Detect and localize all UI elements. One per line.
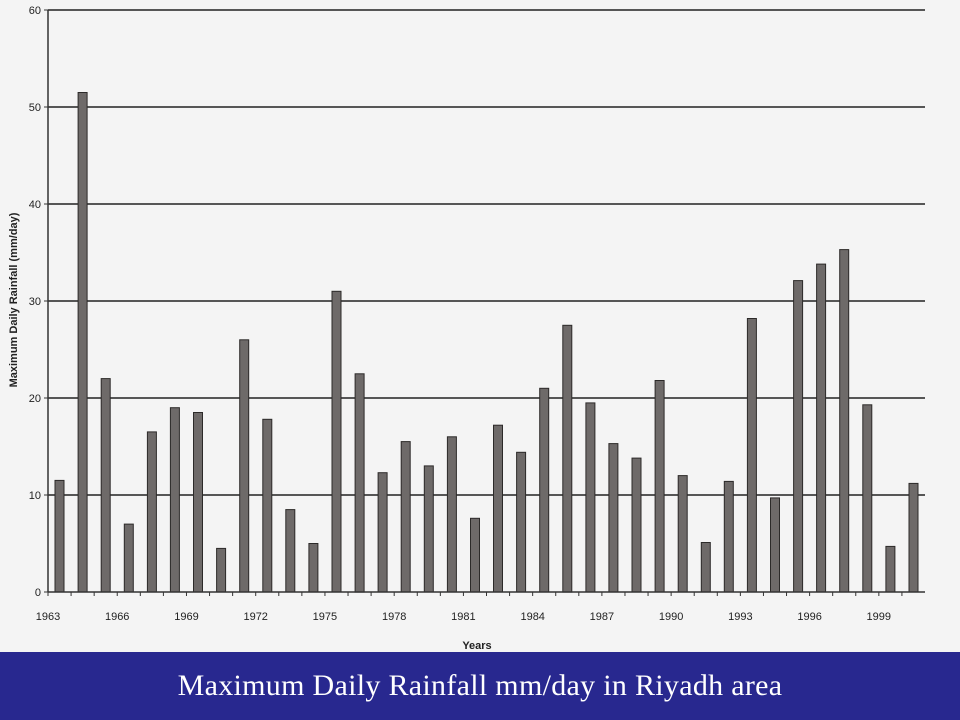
y-tick-label: 30: [29, 296, 41, 308]
y-tick-label: 60: [29, 5, 41, 17]
chart-area: 0 10 20 30 40 50 60 1963 1966 1969 1972 1975 1978 19…: [0, 0, 960, 652]
bar-1991: [700, 542, 711, 593]
x-tick-label: 1963: [36, 611, 60, 623]
gridlines: [48, 9, 925, 496]
x-axis-title: Years: [462, 640, 491, 652]
x-tick-label: 1993: [728, 611, 752, 623]
bar-1975: [331, 290, 342, 593]
bar-1999: [885, 545, 896, 593]
y-axis-title: Maximum Daily Rainfall (mm/day): [8, 212, 20, 387]
x-tick-label: 1969: [174, 611, 198, 623]
bar-1988: [631, 457, 642, 593]
bar-1974: [308, 543, 319, 593]
y-tick-label: 50: [29, 102, 41, 114]
bar-1982: [493, 424, 503, 593]
y-tick-label: 20: [29, 393, 41, 405]
bar-1995: [793, 280, 804, 593]
x-tick-label: 1990: [659, 611, 683, 623]
x-tick-label: 1978: [382, 611, 406, 623]
bar-1969: [193, 412, 203, 593]
bar-1997: [839, 249, 850, 593]
y-tick-label: 40: [29, 199, 41, 211]
bar-1968: [169, 407, 180, 593]
x-tick-label: 1981: [451, 611, 475, 623]
bar-1966: [123, 523, 134, 593]
bar-1984: [539, 387, 550, 593]
bar-1989: [654, 380, 665, 593]
x-tick-label: 1984: [520, 611, 544, 623]
y-tick-labels: 0 10 20 30 40 50 60: [29, 5, 48, 599]
bar-1986: [585, 402, 596, 593]
chart-caption: Maximum Daily Rainfall mm/day in Riyadh …: [177, 669, 783, 702]
bar-1978: [400, 441, 411, 593]
bar-1993: [746, 318, 757, 593]
bar-1983: [516, 451, 527, 593]
bar-1979: [423, 465, 434, 593]
x-tick-label: 1999: [867, 611, 891, 623]
bar-1972: [262, 418, 273, 593]
bar-1965: [100, 378, 111, 593]
bar-1987: [608, 443, 619, 593]
bar-1985: [562, 324, 573, 593]
x-tick-label: 1975: [313, 611, 337, 623]
y-tick-label: 0: [35, 587, 41, 599]
bar-1998: [862, 404, 873, 593]
bar-1976: [354, 373, 365, 593]
bar-1970: [216, 547, 227, 593]
x-tick-label: 1996: [797, 611, 821, 623]
bar-1973: [285, 509, 296, 593]
bars: [54, 92, 919, 593]
x-tick-labels: 1963 1966 1969 1972 1975 1978 1981 1984 1987 1990…: [36, 592, 903, 623]
bar-1994: [770, 497, 780, 593]
bar-1992: [723, 480, 734, 593]
bar-1996: [816, 263, 827, 593]
bar-1967: [146, 431, 157, 593]
bar-1964: [77, 92, 88, 593]
bar-1977: [377, 472, 388, 593]
bar-1963: [54, 479, 65, 593]
x-tick-label: 1966: [105, 611, 129, 623]
bar-1981: [470, 517, 480, 593]
x-tick-label: 1987: [590, 611, 614, 623]
bar-2000: [908, 482, 919, 593]
x-tick-label: 1972: [243, 611, 267, 623]
caption-bar: Maximum Daily Rainfall mm/day in Riyadh …: [0, 652, 960, 720]
bar-1980: [446, 436, 457, 593]
bar-1990: [677, 475, 688, 593]
bar-1971: [239, 339, 250, 593]
y-tick-label: 10: [29, 490, 41, 502]
